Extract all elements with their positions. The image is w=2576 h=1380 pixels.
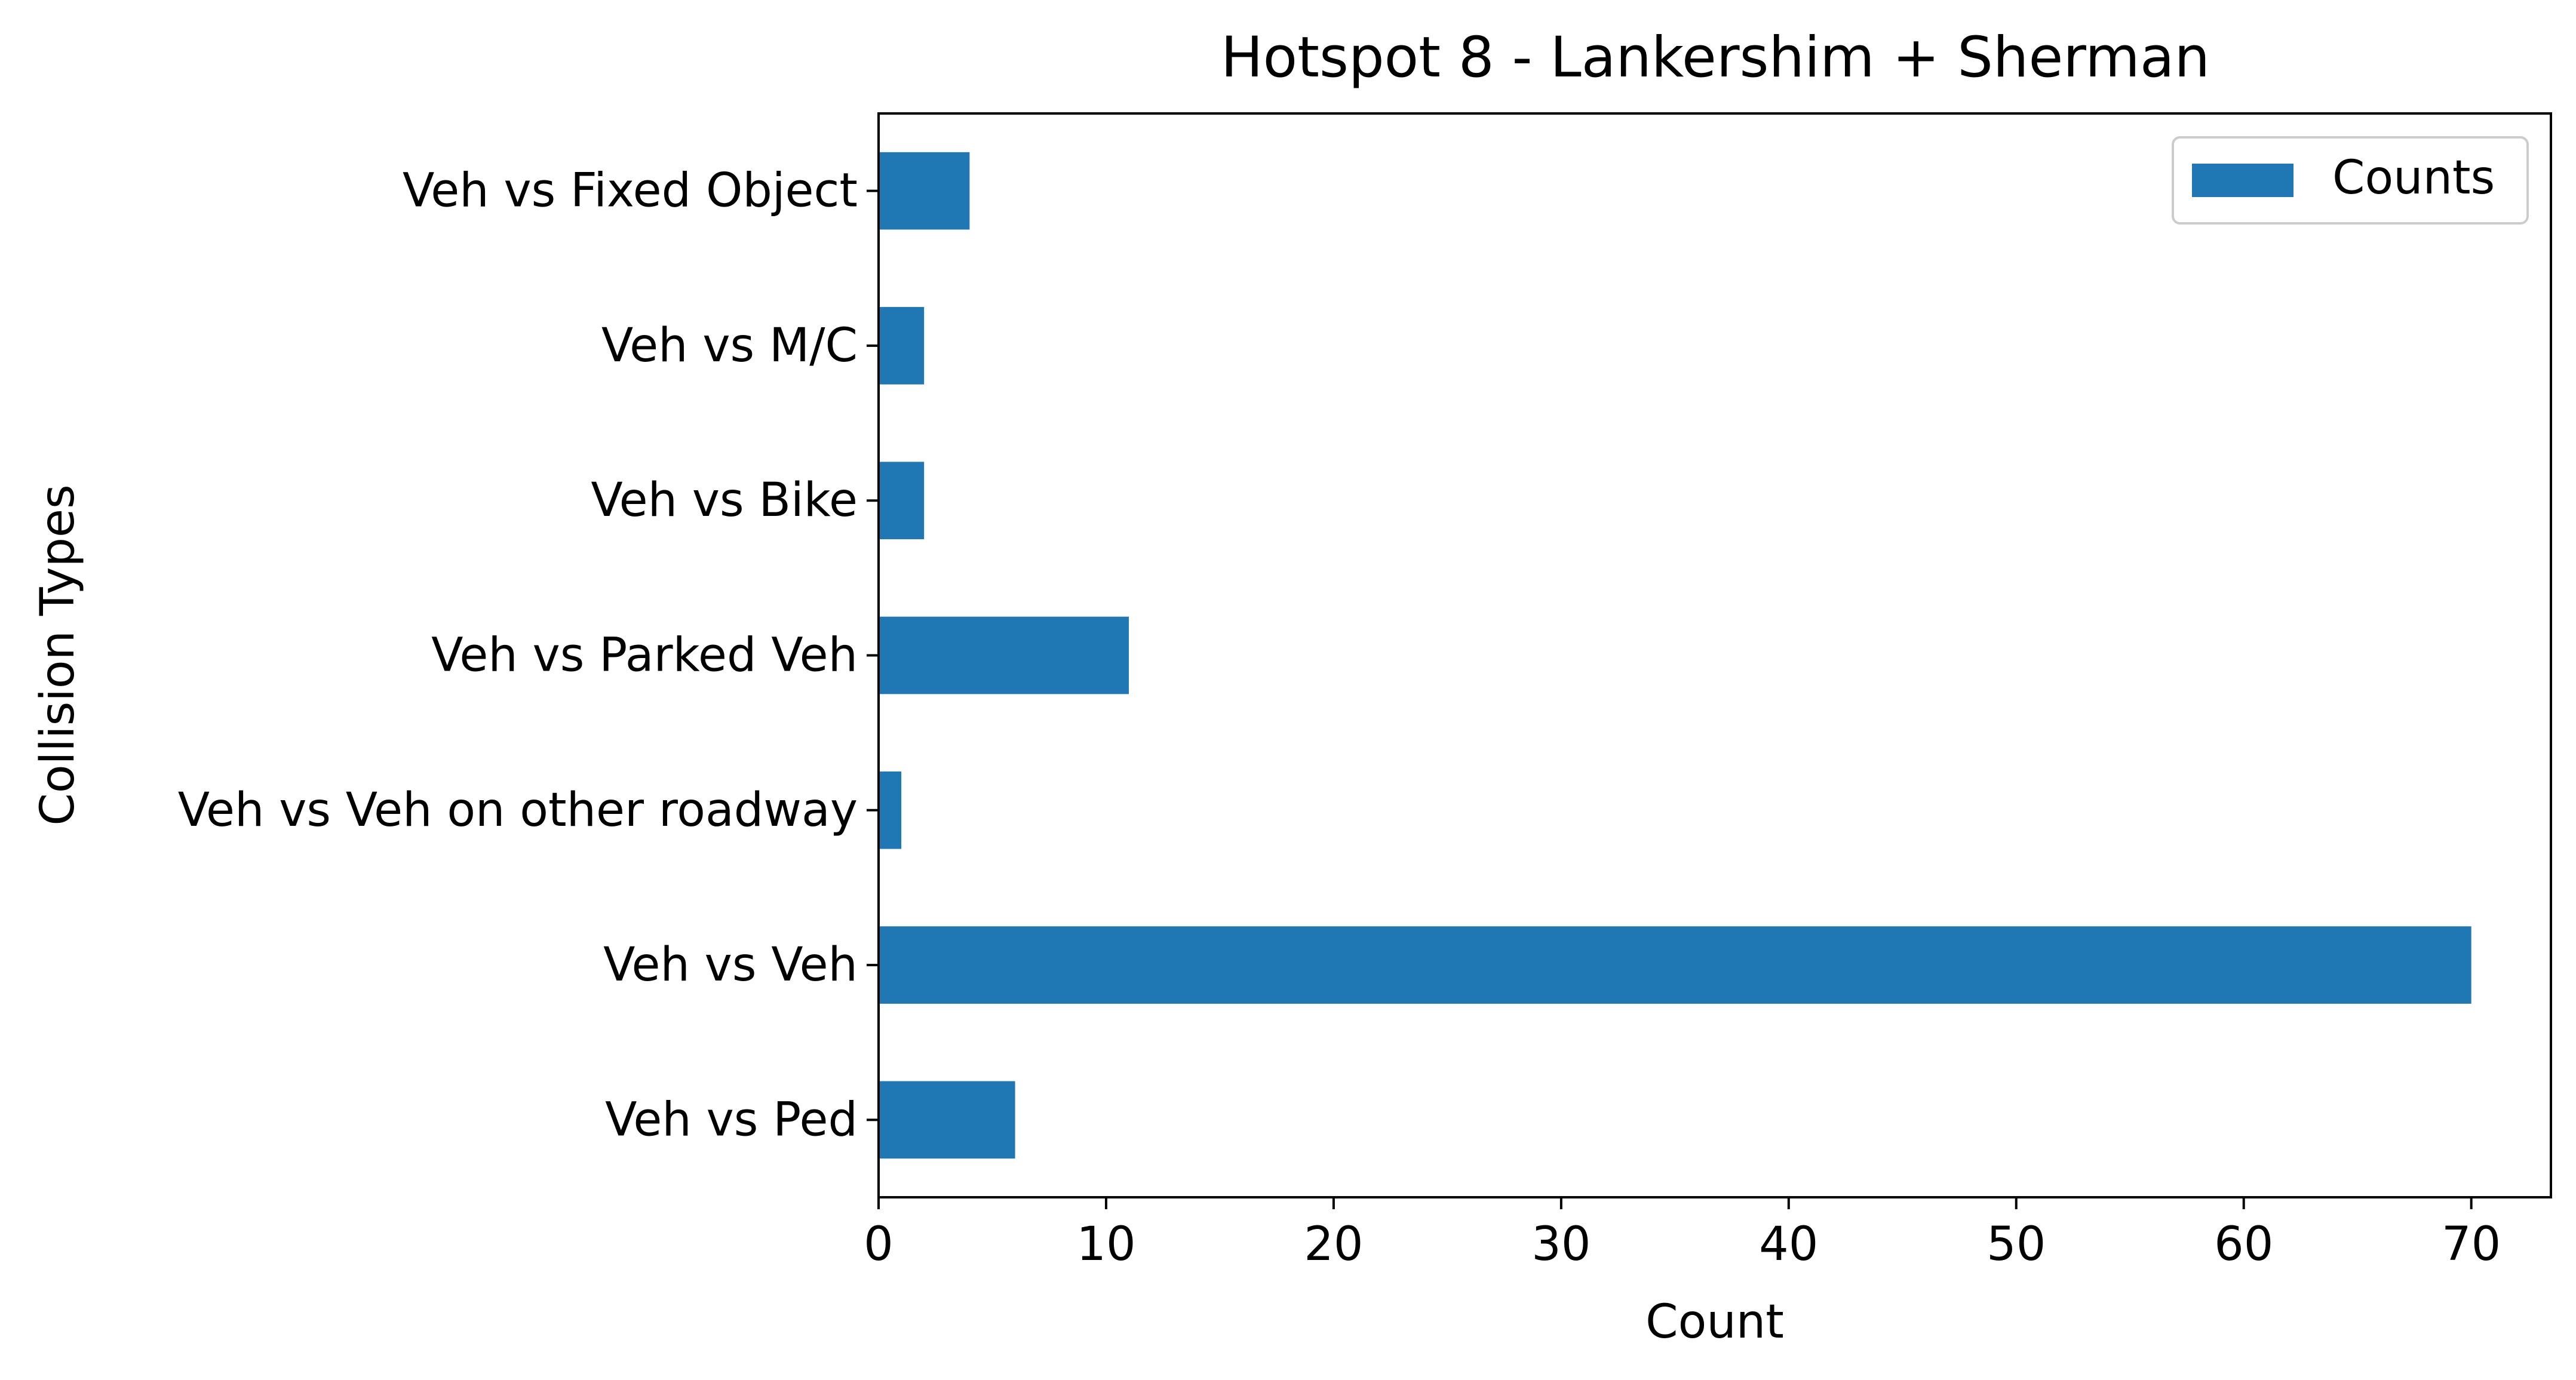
x-tick-label: 50 [1987, 1218, 2046, 1271]
legend-swatch [2192, 164, 2293, 197]
bar [879, 1081, 1015, 1159]
bar [879, 307, 925, 385]
x-axis-label: Count [1645, 1295, 1784, 1349]
x-tick-label: 0 [864, 1218, 894, 1271]
x-tick-label: 40 [1759, 1218, 1818, 1271]
y-tick-label: Veh vs M/C [601, 319, 858, 373]
y-tick-label: Veh vs Veh on other roadway [178, 783, 858, 837]
x-tick-label: 70 [2442, 1218, 2501, 1271]
chart-title: Hotspot 8 - Lankershim + Sherman [1221, 25, 2210, 90]
x-axis-ticks: 0 10 20 30 40 50 60 70 [864, 1197, 2501, 1271]
x-tick-label: 10 [1076, 1218, 1135, 1271]
x-tick-label: 60 [2214, 1218, 2273, 1271]
axes-frame [877, 112, 2552, 1198]
legend[interactable]: Counts [2172, 136, 2529, 225]
y-tick-label: Veh vs Fixed Object [403, 164, 858, 218]
y-tick-label: Veh vs Veh [603, 938, 858, 992]
bar [879, 462, 925, 540]
bars-group [879, 152, 2471, 1159]
bar [879, 616, 1129, 694]
y-tick-label: Veh vs Ped [605, 1093, 858, 1147]
x-tick-label: 20 [1304, 1218, 1363, 1271]
y-axis-label: Collision Types [31, 484, 85, 825]
bar [879, 152, 970, 230]
bar [879, 771, 902, 849]
legend-box [2172, 136, 2529, 225]
legend-label: Counts [2332, 151, 2495, 205]
y-axis-ticks: Veh vs Ped Veh vs Veh Veh vs Veh on other … [178, 164, 879, 1147]
bar [879, 926, 2471, 1004]
y-tick-label: Veh vs Parked Veh [431, 629, 858, 683]
x-tick-label: 30 [1531, 1218, 1591, 1271]
y-tick-label: Veh vs Bike [591, 474, 858, 527]
